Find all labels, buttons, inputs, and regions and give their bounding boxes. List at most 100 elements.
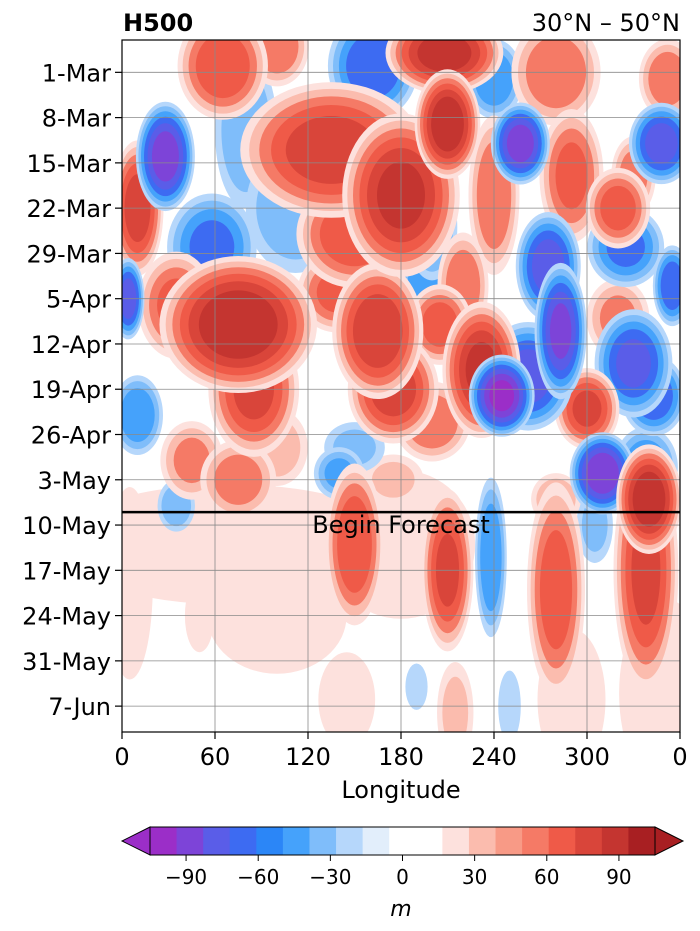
colorbar-tick-label: 0 (396, 865, 409, 889)
contour-level (195, 40, 250, 99)
contour-feature (177, 40, 268, 120)
colorbar-tick-label: −30 (309, 865, 351, 889)
begin-forecast-label: Begin Forecast (312, 511, 490, 539)
colorbar-segment (203, 827, 231, 855)
colorbar-unit-label: m (390, 897, 411, 922)
contour-level (586, 452, 619, 494)
x-tick-label: 0 (114, 743, 129, 771)
contour-level (648, 51, 680, 106)
y-tick-label: 17-May (22, 557, 111, 585)
colorbar: −90 −60 −30 0 30 60 90 (120, 826, 685, 889)
contour-feature (539, 109, 604, 243)
contour-level (506, 124, 534, 163)
y-tick-label: 8-Mar (42, 105, 111, 133)
y-tick-label: 10-May (22, 512, 111, 540)
colorbar-segment (442, 827, 470, 855)
y-tick-label: 22-Mar (27, 195, 112, 223)
colorbar-segment (389, 827, 417, 855)
contour-feature (468, 354, 535, 437)
contour-level (122, 388, 155, 442)
colorbar-segment (522, 827, 550, 855)
contour-feature (527, 482, 585, 698)
contour-feature (325, 463, 384, 626)
x-tick-label: 120 (285, 743, 331, 771)
contour-feature (534, 262, 587, 400)
contour-level (645, 123, 678, 164)
contour-feature (135, 101, 195, 212)
x-tick-label: 300 (564, 743, 610, 771)
colorbar-segment (468, 827, 497, 855)
colorbar-segment (628, 827, 656, 855)
contour-feature (437, 662, 474, 732)
contour-level (555, 142, 588, 210)
contour-level (318, 652, 376, 732)
contour-level (442, 676, 469, 732)
colorbar-segment (256, 827, 284, 855)
colorbar-segment (548, 827, 576, 855)
colorbar-segment (495, 827, 523, 855)
contour-feature (159, 256, 318, 394)
colorbar-tick-label: −60 (237, 865, 279, 889)
x-axis: 0 60 120 180 240 300 0 (114, 732, 688, 771)
contour-level (539, 530, 573, 650)
contour-level (525, 40, 587, 109)
contour-level (122, 487, 153, 680)
contour-level (498, 670, 521, 732)
contour-level (431, 96, 464, 152)
contour-level (151, 131, 179, 182)
contour-level (549, 303, 572, 359)
contour-level (616, 339, 651, 388)
contour-feature (475, 477, 507, 638)
contour-level (660, 261, 680, 310)
x-tick-label: 240 (471, 743, 517, 771)
colorbar-segment (362, 827, 390, 855)
y-tick-label: 29-Mar (27, 240, 112, 268)
colorbar-segment (336, 827, 364, 855)
y-tick-label: 3-May (37, 467, 111, 495)
colorbar-segment (601, 827, 630, 855)
y-tick-label: 15-Mar (27, 150, 112, 178)
contour-feature (405, 663, 428, 710)
colorbar-segment (229, 827, 257, 855)
contour-level (489, 380, 515, 412)
y-tick-label: 7-Jun (48, 693, 111, 721)
x-tick-label: 0 (672, 743, 687, 771)
y-tick-label: 5-Apr (46, 286, 111, 314)
contour-feature (414, 69, 481, 179)
y-tick-label: 31-May (22, 648, 111, 676)
contour-level (337, 496, 372, 593)
contour-feature (332, 263, 424, 400)
chart-title: H500 (123, 9, 193, 37)
y-tick-label: 12-Apr (31, 331, 111, 359)
contour-feature (638, 40, 680, 119)
y-tick-label: 24-May (22, 603, 111, 631)
x-tick-label: 180 (378, 743, 424, 771)
x-tick-label: 60 (200, 743, 231, 771)
contour-feature (511, 40, 601, 126)
colorbar-tick-label: 30 (462, 865, 487, 889)
contour-level (480, 503, 502, 612)
x-axis-title: Longitude (341, 776, 460, 804)
colorbar-tick-label: −90 (165, 865, 207, 889)
colorbar-segment (309, 827, 337, 855)
contour-feature (385, 40, 504, 94)
contour-level (405, 663, 428, 710)
contour-level (198, 290, 278, 359)
colorbar-segment (415, 827, 443, 855)
contour-feature (628, 102, 680, 185)
y-tick-label: 19-Apr (31, 376, 111, 404)
colorbar-tick-label: 60 (534, 865, 559, 889)
colorbar-segment (282, 827, 311, 855)
colorbar-segment (150, 827, 178, 855)
colorbar-segment (575, 827, 603, 855)
contour-feature (498, 670, 521, 732)
contour-level (173, 437, 210, 484)
gridlines (122, 40, 680, 732)
contour-level (352, 294, 403, 368)
y-axis: 1-Mar 8-Mar 15-Mar 22-Mar 29-Mar 5-Apr 12-Apr 1… (22, 59, 122, 721)
y-tick-label: 26-Apr (31, 422, 111, 450)
contour-level (417, 40, 472, 72)
chart-subtitle: 30°N – 50°N (532, 9, 680, 37)
contour-feature (490, 102, 550, 185)
